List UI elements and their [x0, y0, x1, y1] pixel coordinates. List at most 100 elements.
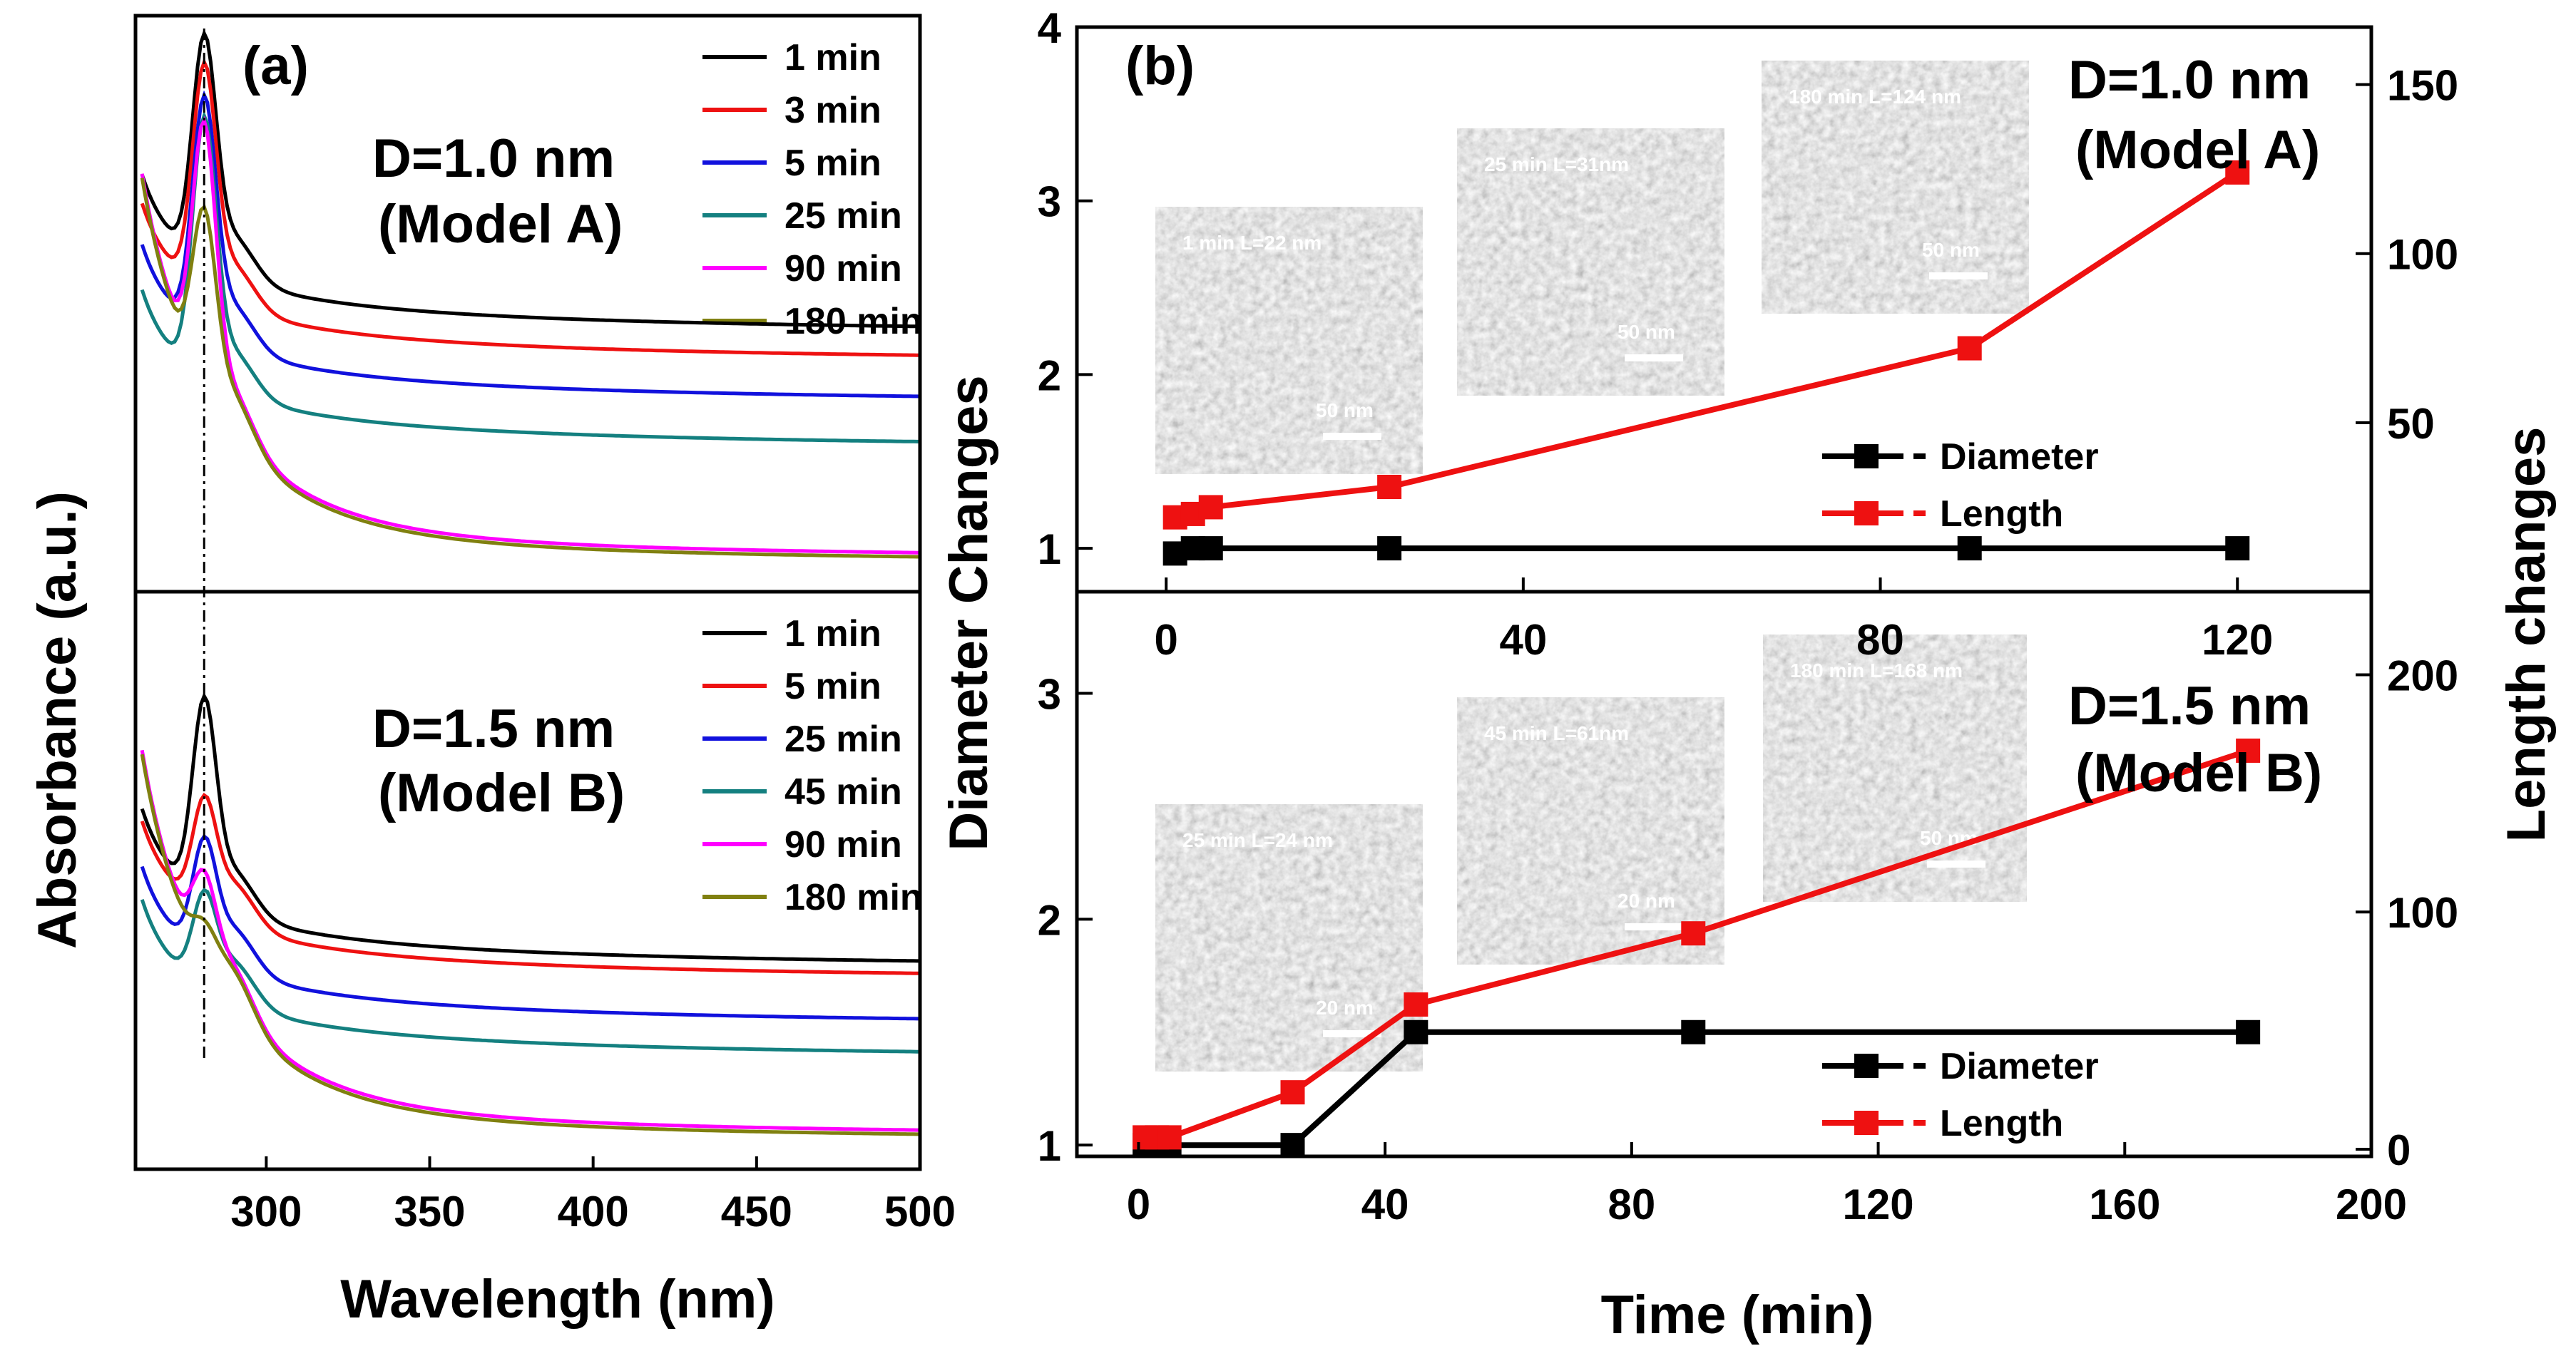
x-tick-label-top-40: 40: [1499, 616, 1547, 664]
point-diameter-top-5: [2225, 536, 2250, 561]
tem-image: [1762, 61, 2029, 314]
x-tick-label-450: 450: [721, 1188, 792, 1235]
tem-image: [1155, 207, 1423, 474]
legend-marker-length-top: [1854, 501, 1879, 525]
x-tick-label-bottom-120: 120: [1843, 1181, 1914, 1228]
curve-bottom-90-min: [140, 749, 920, 1132]
legend-label-diameter-bottom: Diameter: [1940, 1046, 2099, 1087]
panel-a-label: (a): [242, 36, 309, 96]
tem-scale-bar: [1323, 433, 1381, 440]
legend-label-90-min: 90 min: [784, 824, 902, 865]
point-length-bottom-2: [1157, 1125, 1182, 1150]
point-length-bottom-3: [1280, 1080, 1305, 1105]
tem-image: [1457, 697, 1724, 965]
point-diameter-top-3: [1377, 536, 1402, 561]
panel-a-axes: [133, 14, 922, 1171]
tem-inset-label: 1 min L=22 nm: [1182, 232, 1322, 254]
tem-inset-top-3: 180 min L=124 nm 50 nm: [1762, 61, 2029, 314]
curve-top-1-min: [140, 29, 921, 329]
point-length-bottom-5: [1681, 921, 1706, 946]
tem-inset-label: 25 min L=31nm: [1484, 153, 1629, 175]
x-tick-label-bottom-40: 40: [1361, 1181, 1409, 1228]
legend-label-1-min: 1 min: [784, 37, 881, 78]
y-tick-label-top-1: 1: [1038, 525, 1061, 573]
panel-b-bottom-insets: 25 min L=24 nm 20 nm 45 min L=61nm 20 nm 180…: [1155, 635, 2027, 1072]
series-line-diameter-top: [1174, 545, 2238, 557]
y-tick-label-bottom-1: 1: [1038, 1122, 1061, 1170]
panel-b-y2-axis-label: Length changes: [2496, 427, 2557, 843]
panel-a-top-curves: [140, 29, 921, 559]
legend-label-length-top: Length: [1940, 493, 2063, 535]
y2-tick-label-bottom-100: 100: [2387, 889, 2458, 937]
x-tick-label-bottom-160: 160: [2089, 1181, 2160, 1228]
tem-scale-label: 50 nm: [1922, 239, 1980, 261]
panel-a-bottom-legend: 1 min 5 min 25 min 45 min 90 min 180 min: [702, 613, 923, 918]
tem-inset-label: 180 min L=168 nm: [1790, 659, 1963, 682]
panel-b-bottom-legend: Diameter Length: [1822, 1046, 2099, 1144]
panel-b-top-legend: Diameter Length: [1822, 436, 2099, 535]
legend-label-45-min: 45 min: [784, 771, 902, 813]
tem-inset-bottom-1: 25 min L=24 nm 20 nm: [1155, 804, 1423, 1072]
x-tick-label-bottom-200: 200: [2336, 1181, 2407, 1228]
tem-scale-label: 20 nm: [1316, 997, 1374, 1019]
point-length-bottom-6: [2236, 738, 2261, 763]
x-tick-label-bottom-80: 80: [1608, 1181, 1655, 1228]
y2-tick-label-top-100: 100: [2387, 231, 2458, 279]
y-tick-label-top-4: 4: [1038, 4, 1062, 52]
y-tick-label-top-3: 3: [1038, 178, 1061, 226]
legend-marker-diameter-top: [1854, 444, 1879, 468]
panel-a-top-plot: D=1.0 nm (Model A) 1 min 3 min 5 min 25 min…: [140, 29, 923, 559]
legend-label-length-bottom: Length: [1940, 1103, 2063, 1144]
panel-a-bottom-annotation-line2: (Model B): [378, 763, 625, 823]
tem-scale-label: 50 nm: [1316, 399, 1374, 421]
tem-image: [1155, 804, 1423, 1072]
legend-label-1-min: 1 min: [784, 613, 881, 654]
legend-marker-length-bottom: [1854, 1111, 1879, 1135]
tem-image: [1457, 128, 1724, 396]
legend-label-diameter-top: Diameter: [1940, 436, 2099, 478]
tem-scale-bar: [1927, 860, 1985, 868]
point-diameter-top-2: [1198, 536, 1223, 561]
panel-a-bottom-curves: [140, 692, 921, 1136]
x-tick-label-top-80: 80: [1856, 616, 1904, 664]
point-length-top-5: [2225, 160, 2250, 185]
tem-inset-bottom-2: 45 min L=61nm 20 nm: [1457, 697, 1724, 965]
tem-scale-bar: [1929, 272, 1988, 279]
legend-marker-diameter-bottom: [1854, 1054, 1879, 1078]
point-length-bottom-4: [1404, 992, 1428, 1017]
legend-label-5-min: 5 min: [784, 143, 881, 184]
panel-a-bottom-annotation-line1: D=1.5 nm: [372, 699, 615, 759]
legend-label-3-min: 3 min: [784, 90, 881, 131]
panel-b-top-annotation-line1: D=1.0 nm: [2068, 50, 2311, 111]
legend-label-5-min: 5 min: [784, 666, 881, 707]
panel-a-top-legend: 1 min 3 min 5 min 25 min 90 min 180 min: [702, 37, 923, 342]
tem-scale-bar: [1323, 1030, 1381, 1037]
tem-inset-top-1: 1 min L=22 nm 50 nm: [1155, 207, 1423, 474]
curve-top-25-min: [140, 110, 921, 443]
x-tick-label-bottom-0: 0: [1127, 1181, 1150, 1228]
panel-b-axes: 1 2 3 4 50 100 150 0 40 80 120 1 2 3 0 100 200 0 40 80 120 16…: [1038, 4, 2458, 1228]
curve-top-180-min: [140, 178, 920, 559]
point-diameter-bottom-5: [1681, 1019, 1706, 1044]
legend-label-180-min: 180 min: [784, 877, 923, 918]
x-tick-label-300: 300: [230, 1188, 302, 1235]
x-tick-label-400: 400: [558, 1188, 629, 1235]
tem-scale-bar: [1625, 354, 1683, 361]
panel-a-bottom-plot: D=1.5 nm (Model B) 1 min 5 min 25 min 45 mi…: [140, 613, 923, 1136]
x-tick-label-top-0: 0: [1154, 616, 1177, 664]
legend-label-90-min: 90 min: [784, 248, 902, 289]
panel-b-top-annotation-line2: (Model A): [2075, 120, 2320, 180]
panel-a-x-axis-label: Wavelength (nm): [340, 1269, 775, 1330]
panel-b-label: (b): [1125, 36, 1195, 96]
y2-tick-label-bottom-0: 0: [2387, 1126, 2411, 1174]
point-diameter-bottom-4: [1404, 1019, 1428, 1044]
point-length-top-3: [1377, 474, 1402, 499]
x-tick-label-350: 350: [394, 1188, 465, 1235]
panel-a-x-ticks: 300 350 400 450 500: [230, 1156, 956, 1235]
y2-tick-label-top-150: 150: [2387, 62, 2458, 110]
curve-bottom-25-min: [140, 833, 920, 1021]
tem-inset-label: 180 min L=124 nm: [1789, 86, 1961, 108]
panel-b-bottom-annotation-line1: D=1.5 nm: [2068, 676, 2311, 736]
tem-scale-label: 50 nm: [1617, 321, 1675, 343]
